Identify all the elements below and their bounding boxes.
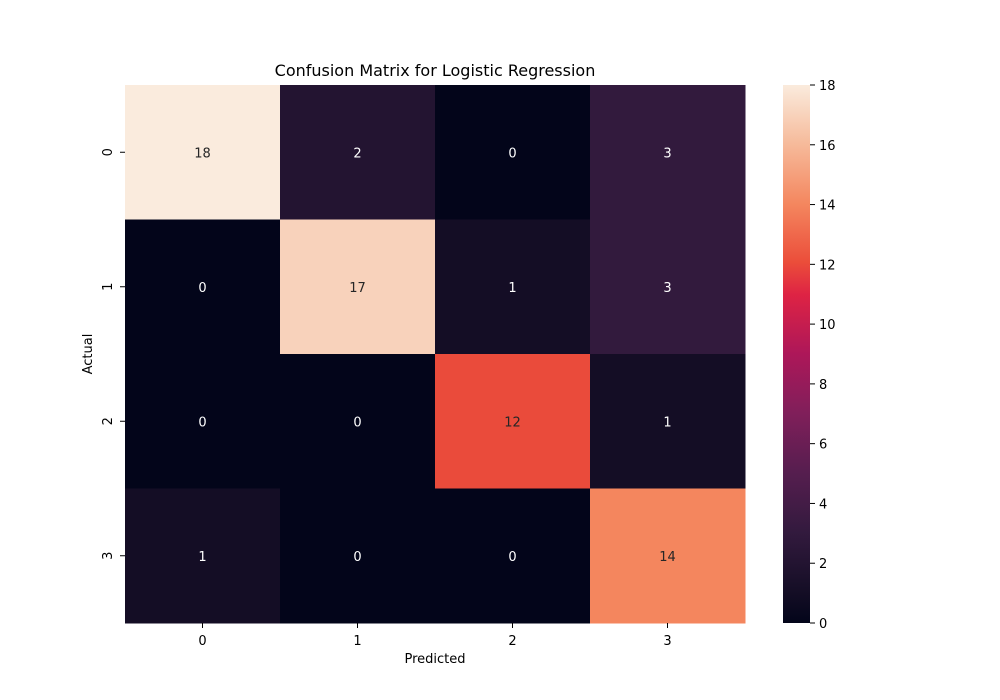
cell-value-r3-c1: 0 xyxy=(353,550,361,565)
heatmap-cell-r3-c3 xyxy=(590,488,746,624)
x-axis-label: Predicted xyxy=(404,652,465,667)
cell-value-r0-c3: 3 xyxy=(663,146,671,161)
colorbar-tick-label-10: 10 xyxy=(819,318,836,333)
colorbar-tick-label-16: 16 xyxy=(819,139,836,154)
colorbar-ticks: 0 2 4 6 8 10 12 14 16 18 xyxy=(810,79,836,632)
cell-value-r3-c0: 1 xyxy=(198,550,206,565)
cell-value-r2-c1: 0 xyxy=(353,415,361,430)
cell-value-r0-c0: 18 xyxy=(194,146,211,161)
y-tick-label-1: 1 xyxy=(101,283,116,291)
x-tick-label-3: 3 xyxy=(663,634,671,649)
colorbar-tick-label-14: 14 xyxy=(819,199,836,214)
colorbar-tick-label-8: 8 xyxy=(819,378,827,393)
heatmap-cell-r0-c0 xyxy=(125,85,281,220)
cell-value-r0-c2: 0 xyxy=(508,146,516,161)
cell-value-r1-c1: 17 xyxy=(349,281,366,296)
cell-value-r2-c0: 0 xyxy=(198,415,206,430)
heatmap-cell-r0-c1 xyxy=(280,85,436,220)
heatmap-cell-r2-c1 xyxy=(280,354,436,489)
y-tick-label-0: 0 xyxy=(101,148,116,156)
x-tick-label-1: 1 xyxy=(353,634,361,649)
colorbar-tick-label-2: 2 xyxy=(819,557,827,572)
cell-value-r2-c3: 1 xyxy=(663,415,671,430)
heatmap-cell-r1-c0 xyxy=(125,219,281,355)
cell-value-r1-c0: 0 xyxy=(198,281,206,296)
cell-value-r2-c2: 12 xyxy=(504,415,521,430)
heatmap-cell-labels: 18 2 0 3 0 17 1 3 0 0 12 1 1 0 0 14 xyxy=(194,146,676,565)
heatmap-cell-r3-c0 xyxy=(125,488,281,624)
y-tick-label-2: 2 xyxy=(101,417,116,425)
heatmap-cell-r0-c2 xyxy=(435,85,591,220)
heatmap-cell-r3-c1 xyxy=(280,488,436,624)
colorbar xyxy=(783,85,810,623)
x-tick-label-2: 2 xyxy=(508,634,516,649)
chart-title: Confusion Matrix for Logistic Regression xyxy=(275,61,596,80)
cell-value-r0-c1: 2 xyxy=(353,146,361,161)
cell-value-r1-c3: 3 xyxy=(663,281,671,296)
cell-value-r1-c2: 1 xyxy=(508,281,516,296)
heatmap-cell-r2-c2 xyxy=(435,354,591,489)
x-axis-ticks: 0 1 2 3 xyxy=(198,623,672,649)
heatmap-cell-r1-c1 xyxy=(280,219,436,355)
heatmap-cell-r1-c2 xyxy=(435,219,591,355)
heatmap-cells xyxy=(125,85,746,624)
y-axis-ticks: 0 1 2 3 xyxy=(101,148,125,560)
colorbar-tick-label-0: 0 xyxy=(819,617,827,632)
heatmap-cell-r2-c0 xyxy=(125,354,281,489)
heatmap-cell-r1-c3 xyxy=(590,219,746,355)
colorbar-tick-label-18: 18 xyxy=(819,79,836,94)
colorbar-tick-label-12: 12 xyxy=(819,258,836,273)
cell-value-r3-c3: 14 xyxy=(659,550,676,565)
heatmap-cell-r3-c2 xyxy=(435,488,591,624)
y-tick-label-3: 3 xyxy=(101,552,116,560)
heatmap-cell-r0-c3 xyxy=(590,85,746,220)
heatmap-cell-r2-c3 xyxy=(590,354,746,489)
y-axis-label: Actual xyxy=(81,334,96,375)
colorbar-tick-label-4: 4 xyxy=(819,497,827,512)
colorbar-tick-label-6: 6 xyxy=(819,438,827,453)
cell-value-r3-c2: 0 xyxy=(508,550,516,565)
x-tick-label-0: 0 xyxy=(198,634,206,649)
